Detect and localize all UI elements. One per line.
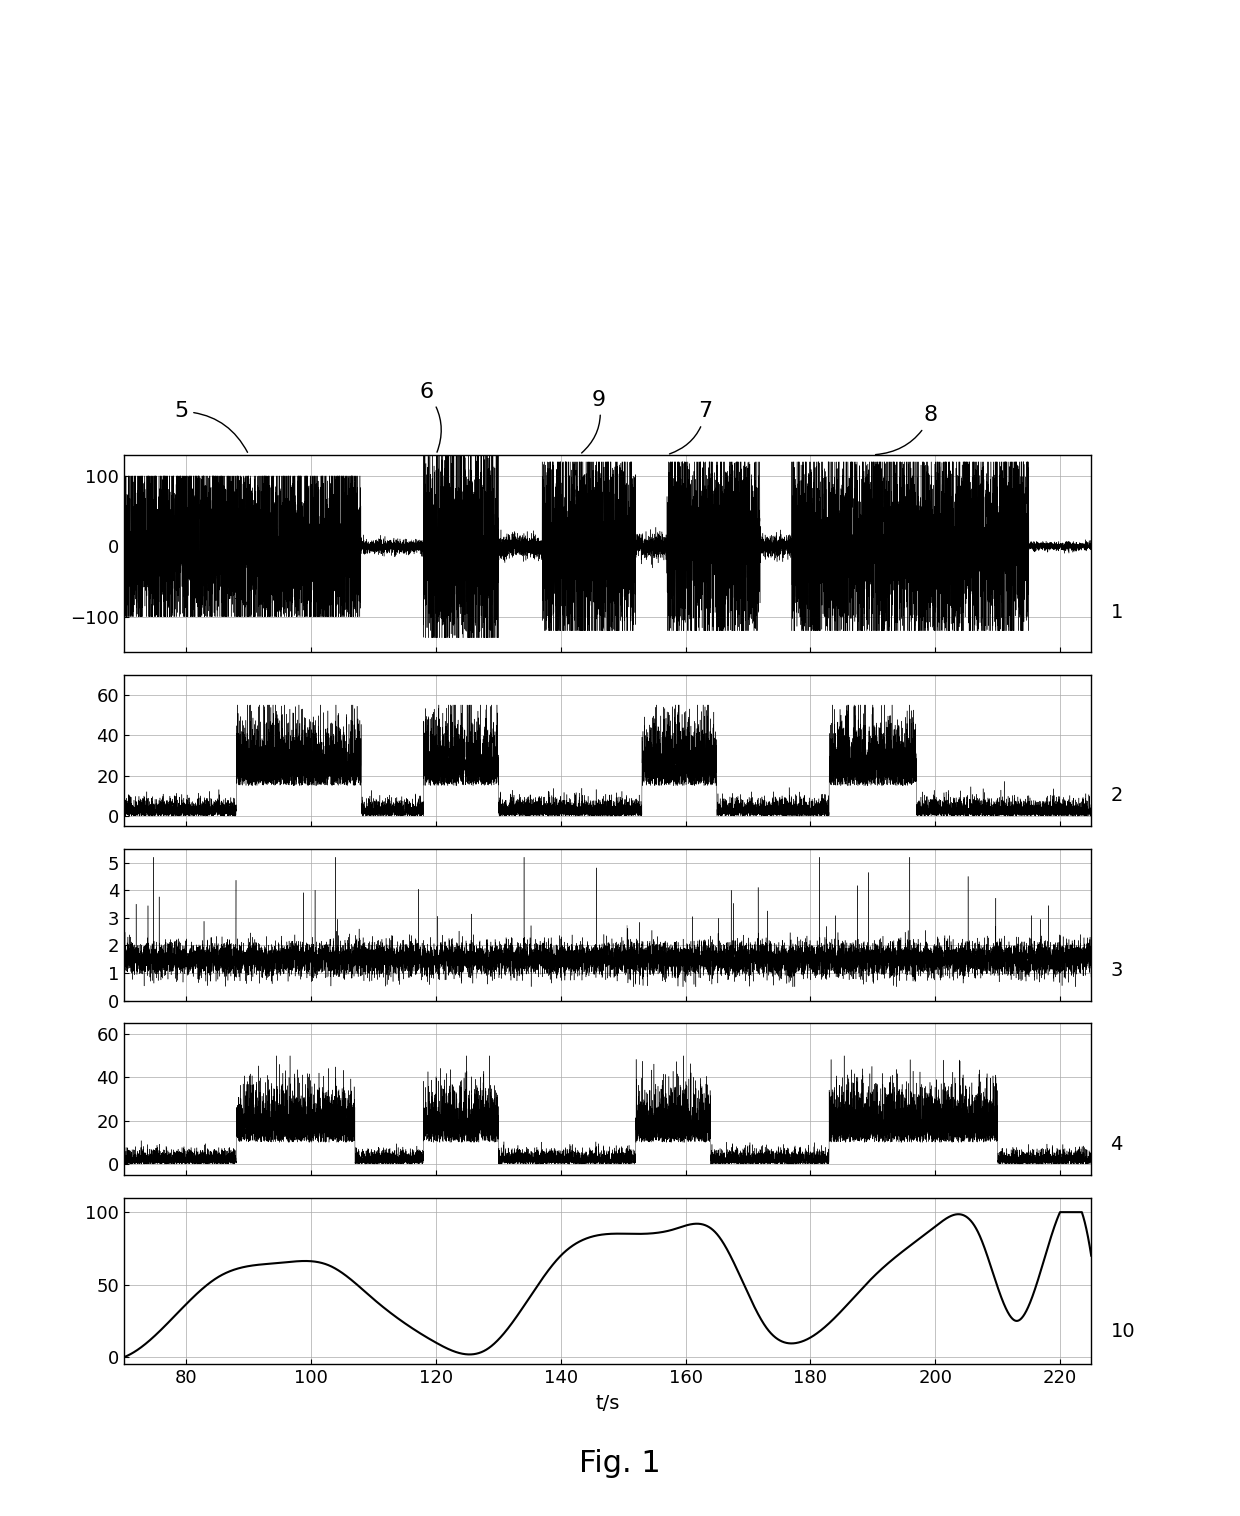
Text: 4: 4 xyxy=(1111,1135,1123,1154)
Text: Fig. 1: Fig. 1 xyxy=(579,1449,661,1478)
Text: 7: 7 xyxy=(670,402,713,453)
Text: 9: 9 xyxy=(582,390,606,453)
Text: 8: 8 xyxy=(875,405,937,455)
Text: 2: 2 xyxy=(1111,787,1123,805)
Text: 1: 1 xyxy=(1111,603,1123,622)
Text: 10: 10 xyxy=(1111,1322,1135,1340)
X-axis label: t/s: t/s xyxy=(595,1395,620,1413)
Text: 5: 5 xyxy=(174,402,248,452)
Text: 6: 6 xyxy=(419,382,441,452)
Text: 3: 3 xyxy=(1111,961,1123,979)
